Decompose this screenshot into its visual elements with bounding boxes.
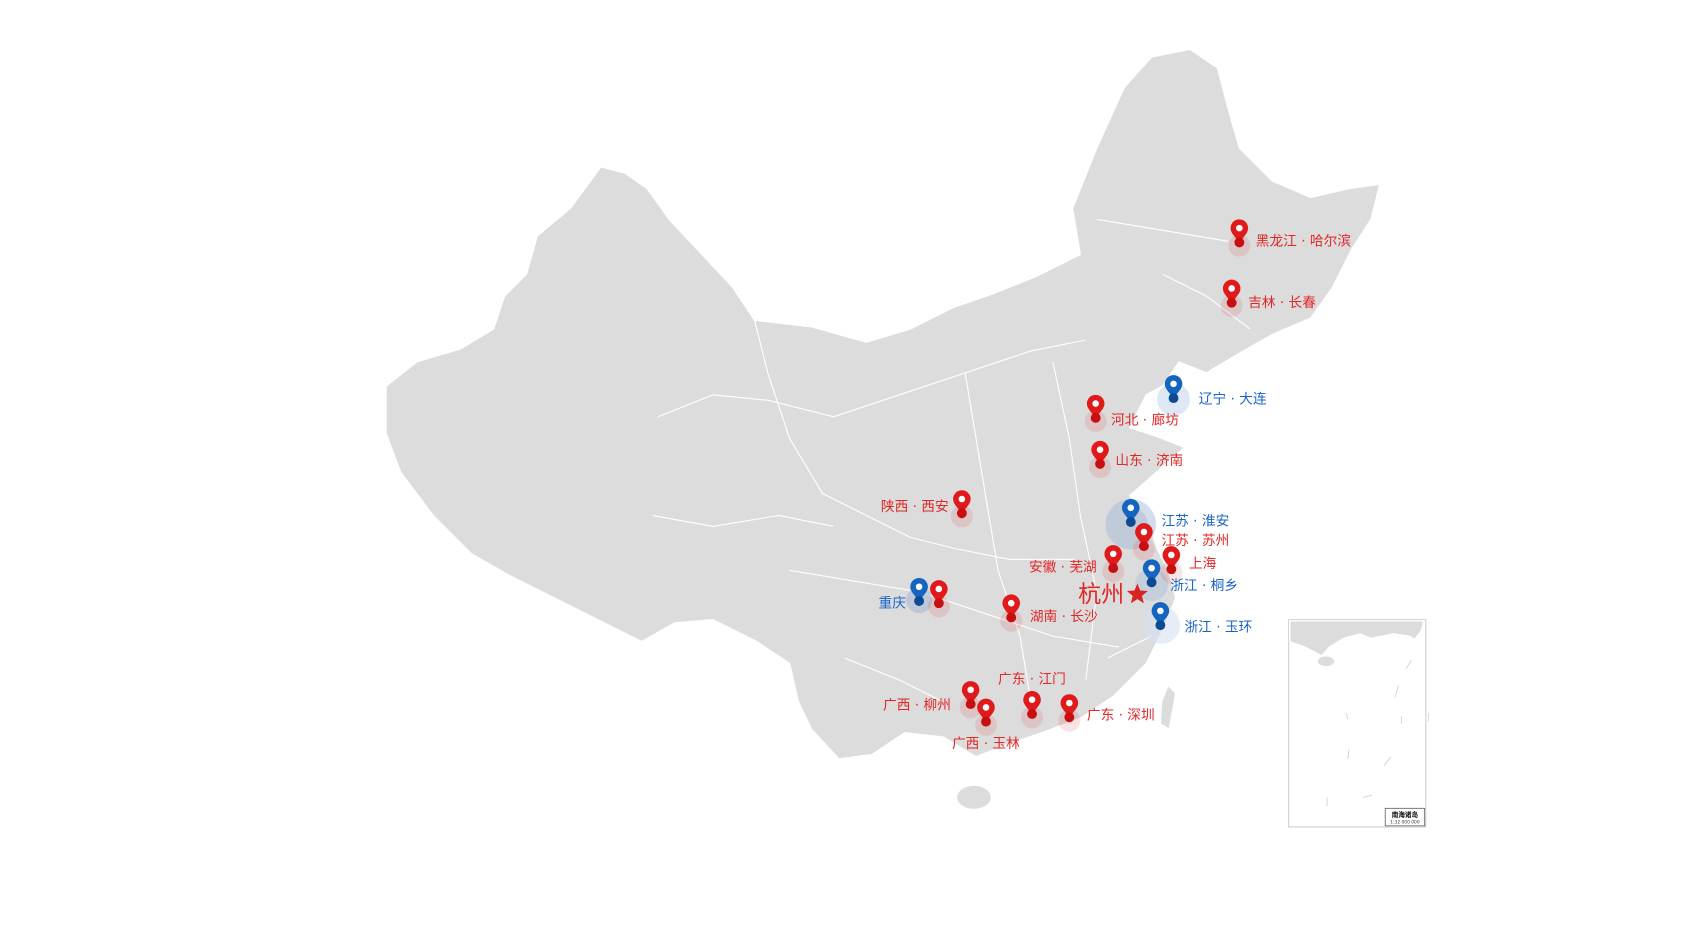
marker-label: 浙江 · 玉环 bbox=[1185, 620, 1253, 636]
marker-langfang[interactable]: 河北 · 廊坊 bbox=[1084, 394, 1179, 433]
marker-changsha[interactable]: 湖南 · 长沙 bbox=[1000, 594, 1098, 632]
marker-yuhuan[interactable]: 浙江 · 玉环 bbox=[1151, 602, 1253, 636]
marker-chongqing-red[interactable] bbox=[927, 580, 950, 618]
marker-yulin[interactable]: 广西 · 玉林 bbox=[952, 698, 1020, 752]
marker-shenzhen[interactable]: 广东 · 深圳 bbox=[1058, 694, 1155, 732]
marker-label: 江苏 · 苏州 bbox=[1161, 533, 1229, 549]
marker-label: 重庆 bbox=[879, 596, 907, 612]
marker-label: 广东 · 深圳 bbox=[1087, 707, 1155, 723]
mainland bbox=[385, 48, 1381, 760]
marker-label: 广东 · 江门 bbox=[998, 671, 1066, 687]
marker-label: 湖南 · 长沙 bbox=[1030, 609, 1098, 625]
marker-label: 上海 bbox=[1189, 556, 1217, 572]
marker-liuzhou[interactable]: 广西 · 柳州 bbox=[883, 681, 982, 719]
marker-label: 陕西 · 西安 bbox=[881, 499, 949, 515]
marker-changchun[interactable]: 吉林 · 长春 bbox=[1220, 279, 1317, 317]
marker-label: 广西 · 玉林 bbox=[952, 736, 1020, 752]
marker-chongqing[interactable]: 重庆 bbox=[879, 577, 928, 612]
marker-jiangmen[interactable]: 广东 · 江门 bbox=[998, 671, 1066, 729]
inset-title: 南海诸岛 bbox=[1392, 810, 1419, 819]
marker-wuhu[interactable]: 安徽 · 芜湖 bbox=[1029, 545, 1125, 583]
marker-shanghai[interactable]: 上海 bbox=[1160, 546, 1217, 584]
marker-tongxiang[interactable]: 浙江 · 桐乡 bbox=[1142, 559, 1238, 594]
marker-label: 辽宁 · 大连 bbox=[1199, 391, 1267, 408]
hainan-island bbox=[955, 784, 993, 811]
marker-label: 杭州 bbox=[1078, 582, 1124, 608]
marker-dalian[interactable]: 辽宁 · 大连 bbox=[1164, 375, 1267, 408]
south-china-sea-inset: 南海诸岛 1:32 000 000 bbox=[1288, 619, 1430, 828]
marker-label: 浙江 · 桐乡 bbox=[1170, 578, 1238, 594]
marker-xian[interactable]: 陕西 · 西安 bbox=[881, 490, 973, 528]
marker-hangzhou[interactable]: 杭州 bbox=[1078, 582, 1148, 608]
marker-huaian[interactable]: 江苏 · 淮安 bbox=[1121, 499, 1229, 529]
marker-label: 山东 · 济南 bbox=[1115, 453, 1183, 469]
marker-jinan[interactable]: 山东 · 济南 bbox=[1089, 440, 1183, 479]
marker-suzhou[interactable]: 江苏 · 苏州 bbox=[1132, 523, 1229, 561]
inset-scale: 1:32 000 000 bbox=[1390, 820, 1420, 826]
marker-label: 广西 · 柳州 bbox=[883, 698, 951, 714]
taiwan-island bbox=[1159, 684, 1177, 731]
marker-label: 黑龙江 · 哈尔滨 bbox=[1256, 234, 1351, 250]
marker-label: 吉林 · 长春 bbox=[1248, 295, 1316, 311]
marker-label: 河北 · 廊坊 bbox=[1111, 411, 1179, 428]
marker-label: 安徽 · 芜湖 bbox=[1029, 558, 1097, 575]
marker-label: 江苏 · 淮安 bbox=[1161, 513, 1229, 529]
star-icon bbox=[1126, 583, 1148, 604]
marker-harbin[interactable]: 黑龙江 · 哈尔滨 bbox=[1228, 219, 1351, 257]
